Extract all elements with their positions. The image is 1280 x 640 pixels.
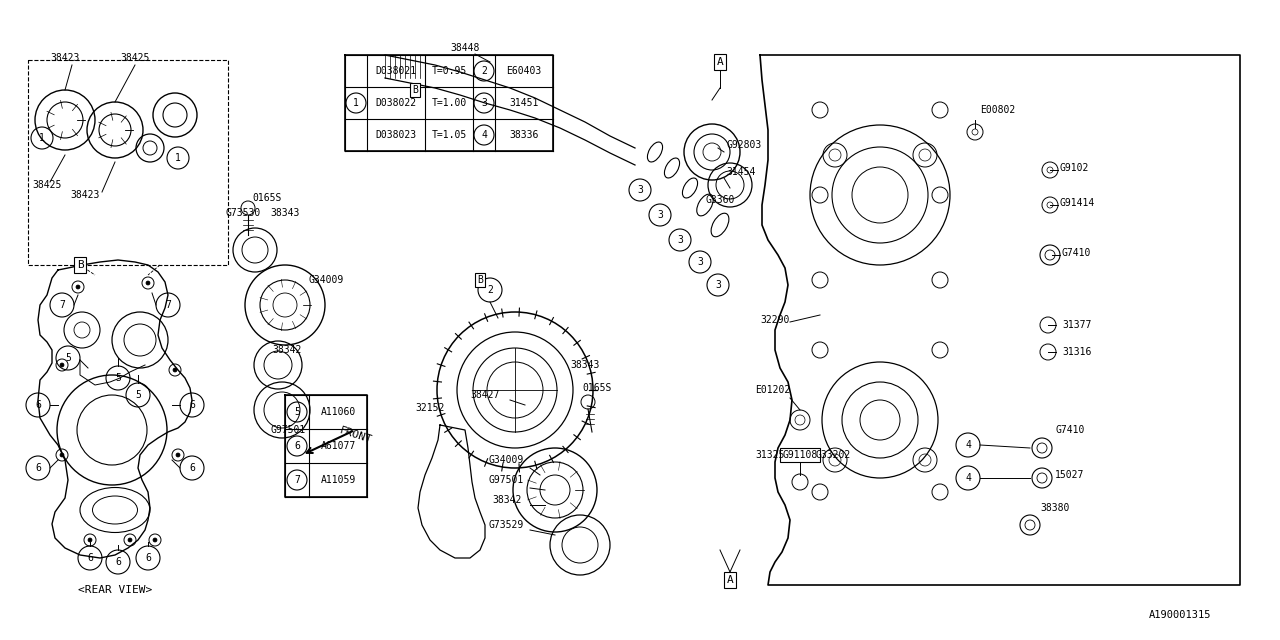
Text: T=1.00: T=1.00 — [431, 98, 467, 108]
Text: 6: 6 — [35, 463, 41, 473]
Text: 7: 7 — [59, 300, 65, 310]
Text: 2: 2 — [488, 285, 493, 295]
Text: G92803: G92803 — [726, 140, 762, 150]
Text: 6: 6 — [145, 553, 151, 563]
Text: 38448: 38448 — [451, 43, 480, 53]
Text: 38427: 38427 — [470, 390, 499, 400]
Text: A11059: A11059 — [320, 475, 356, 485]
Circle shape — [128, 538, 132, 542]
Text: 31377: 31377 — [1062, 320, 1092, 330]
Text: 3: 3 — [637, 185, 643, 195]
Text: G33202: G33202 — [815, 450, 850, 460]
Circle shape — [60, 453, 64, 457]
Text: B: B — [477, 275, 483, 285]
Text: D038022: D038022 — [375, 98, 416, 108]
Text: 0165S: 0165S — [582, 383, 612, 393]
Text: G91414: G91414 — [1060, 198, 1096, 208]
Text: 3: 3 — [481, 98, 486, 108]
Text: G7410: G7410 — [1062, 248, 1092, 258]
Text: 6: 6 — [189, 400, 195, 410]
Text: 38342: 38342 — [492, 495, 521, 505]
Text: A190001315: A190001315 — [1148, 610, 1211, 620]
Text: A11060: A11060 — [320, 407, 356, 417]
Text: 1: 1 — [353, 98, 358, 108]
Text: 32152: 32152 — [415, 403, 444, 413]
Text: 15027: 15027 — [1055, 470, 1084, 480]
Text: 1: 1 — [175, 153, 180, 163]
Text: 4: 4 — [965, 440, 972, 450]
Text: 31454: 31454 — [726, 167, 755, 177]
Text: T=1.05: T=1.05 — [431, 130, 467, 140]
Text: 5: 5 — [65, 353, 70, 363]
Text: 32290: 32290 — [760, 315, 790, 325]
Text: 3: 3 — [716, 280, 721, 290]
Text: 6: 6 — [189, 463, 195, 473]
Text: FRONT: FRONT — [338, 425, 374, 445]
Text: 31325: 31325 — [755, 450, 785, 460]
Text: A61077: A61077 — [320, 441, 356, 451]
Text: G97501: G97501 — [270, 425, 305, 435]
Text: 5: 5 — [294, 407, 300, 417]
Text: D038021: D038021 — [375, 66, 416, 76]
Text: 4: 4 — [481, 130, 486, 140]
Text: 6: 6 — [87, 553, 93, 563]
Text: 38380: 38380 — [1039, 503, 1069, 513]
Circle shape — [154, 538, 157, 542]
Text: G3360: G3360 — [705, 195, 735, 205]
Text: 31316: 31316 — [1062, 347, 1092, 357]
Text: E60403: E60403 — [507, 66, 541, 76]
Text: 0165S: 0165S — [252, 193, 282, 203]
Text: A: A — [717, 57, 723, 67]
Text: G7410: G7410 — [1055, 425, 1084, 435]
Text: B: B — [77, 260, 83, 270]
Text: 38343: 38343 — [270, 208, 300, 218]
Text: 7: 7 — [294, 475, 300, 485]
Circle shape — [146, 281, 150, 285]
Text: 3: 3 — [698, 257, 703, 267]
Text: 38425: 38425 — [120, 53, 150, 63]
Text: 6: 6 — [115, 557, 120, 567]
Text: 6: 6 — [35, 400, 41, 410]
Circle shape — [76, 285, 81, 289]
Text: 38423: 38423 — [70, 190, 100, 200]
Text: G73529: G73529 — [488, 520, 524, 530]
Text: A: A — [727, 575, 733, 585]
Text: D038023: D038023 — [375, 130, 416, 140]
Text: 38342: 38342 — [273, 345, 301, 355]
Text: G9102: G9102 — [1060, 163, 1089, 173]
Text: E00802: E00802 — [980, 105, 1015, 115]
Text: 38343: 38343 — [570, 360, 599, 370]
Text: 2: 2 — [481, 66, 486, 76]
Circle shape — [60, 363, 64, 367]
Text: 31451: 31451 — [509, 98, 539, 108]
Text: G34009: G34009 — [488, 455, 524, 465]
Circle shape — [173, 368, 177, 372]
Text: 5: 5 — [115, 373, 120, 383]
Text: 6: 6 — [294, 441, 300, 451]
Text: 5: 5 — [136, 390, 141, 400]
Text: G91108: G91108 — [782, 450, 818, 460]
Text: 1: 1 — [40, 133, 45, 143]
Text: B: B — [412, 85, 419, 95]
Text: T=0.95: T=0.95 — [431, 66, 467, 76]
Text: <REAR VIEW>: <REAR VIEW> — [78, 585, 152, 595]
Text: 38425: 38425 — [32, 180, 61, 190]
Text: 4: 4 — [965, 473, 972, 483]
Text: G73530: G73530 — [225, 208, 260, 218]
Circle shape — [177, 453, 180, 457]
Circle shape — [88, 538, 92, 542]
Text: G97501: G97501 — [488, 475, 524, 485]
Text: G34009: G34009 — [308, 275, 343, 285]
Text: E01202: E01202 — [755, 385, 790, 395]
Text: 3: 3 — [657, 210, 663, 220]
Text: 38423: 38423 — [50, 53, 79, 63]
Text: 3: 3 — [677, 235, 684, 245]
Text: 7: 7 — [165, 300, 172, 310]
Text: 38336: 38336 — [509, 130, 539, 140]
